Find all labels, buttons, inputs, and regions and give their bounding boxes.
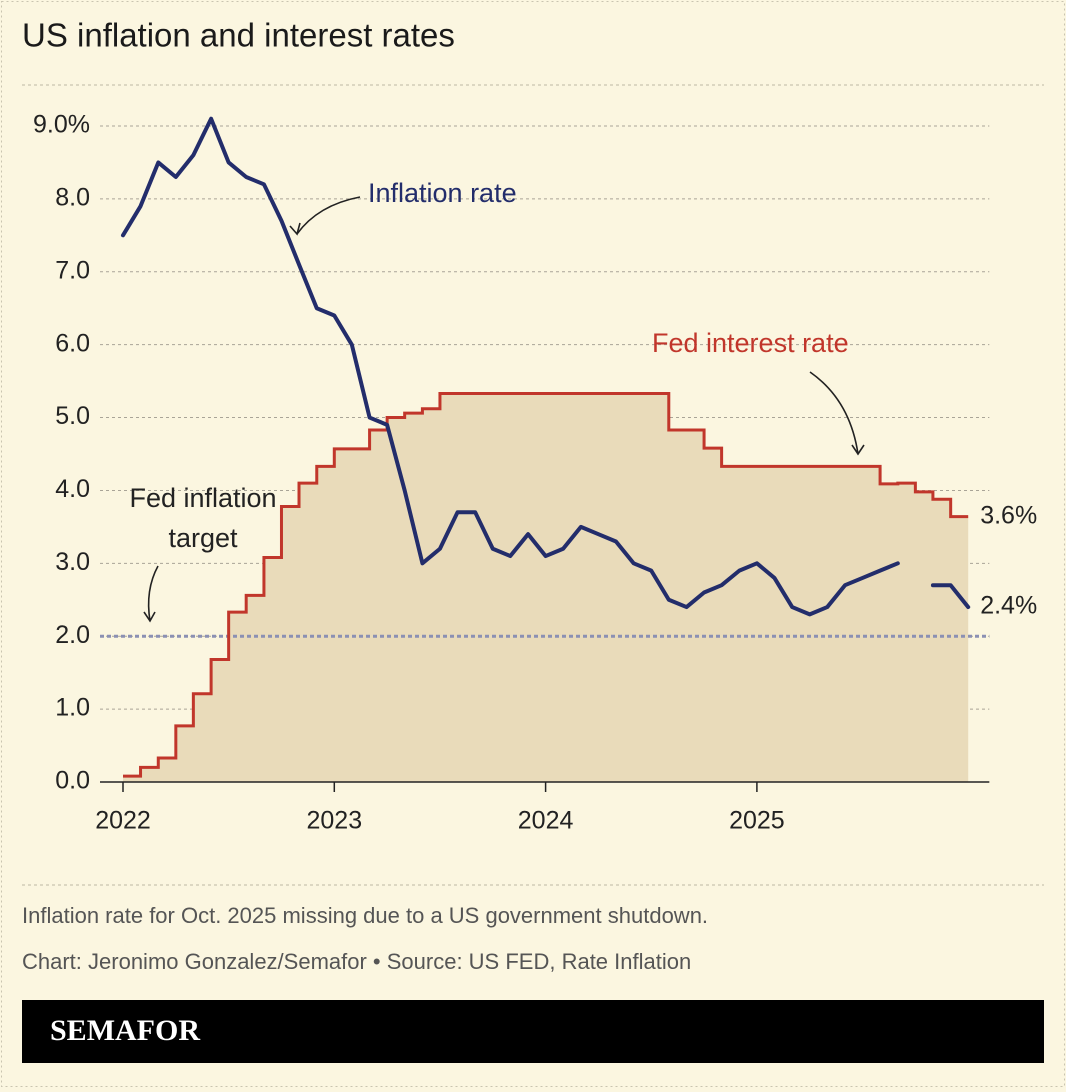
- target-label: Fed inflation: [129, 483, 276, 513]
- arrow-head: [851, 444, 865, 456]
- y-tick-label: 2.0: [55, 621, 90, 649]
- annotation-arrows: [143, 196, 865, 623]
- end-label: 2.4%: [980, 592, 1037, 620]
- chart-title: US inflation and interest rates: [22, 17, 455, 54]
- target-label: target: [168, 523, 238, 553]
- y-tick-label: 6.0: [55, 329, 90, 357]
- x-tick-label: 2022: [95, 807, 151, 835]
- y-tick-label: 0.0: [55, 767, 90, 795]
- x-tick-label: 2025: [729, 807, 785, 835]
- fed-rate-line: [123, 392, 969, 778]
- arrow-head: [289, 222, 301, 236]
- x-tick-label: 2023: [306, 807, 362, 835]
- arrow: [809, 371, 859, 455]
- y-tick-label: 9.0%: [33, 111, 90, 139]
- y-tick-label: 4.0: [55, 475, 90, 503]
- y-tick-label: 5.0: [55, 402, 90, 430]
- brand-bar: [22, 1000, 1044, 1063]
- series-label: Inflation rate: [368, 178, 517, 208]
- note: Inflation rate for Oct. 2025 missing due…: [22, 903, 708, 928]
- y-tick-label: 7.0: [55, 256, 90, 284]
- y-tick-label: 8.0: [55, 183, 90, 211]
- x-tick-label: 2024: [518, 807, 574, 835]
- end-label: 3.6%: [980, 501, 1037, 529]
- credit: Chart: Jeronimo Gonzalez/Semafor • Sourc…: [22, 949, 691, 974]
- arrow: [296, 196, 361, 235]
- inflation-line: [121, 116, 971, 617]
- plot-area: 0.0 1.0 2.0 3.0 4.0 5.0 6.0 7.0 8.0 9.0% 2022 2023 2…: [33, 111, 1037, 835]
- arrow: [147, 565, 159, 622]
- brand: SEMAFOR: [50, 1014, 200, 1047]
- arrow-head: [143, 611, 156, 623]
- y-tick-label: 1.0: [55, 694, 90, 722]
- y-tick-label: 3.0: [55, 548, 90, 576]
- series-label: Fed interest rate: [652, 328, 849, 358]
- fed-rate-area: [123, 393, 969, 782]
